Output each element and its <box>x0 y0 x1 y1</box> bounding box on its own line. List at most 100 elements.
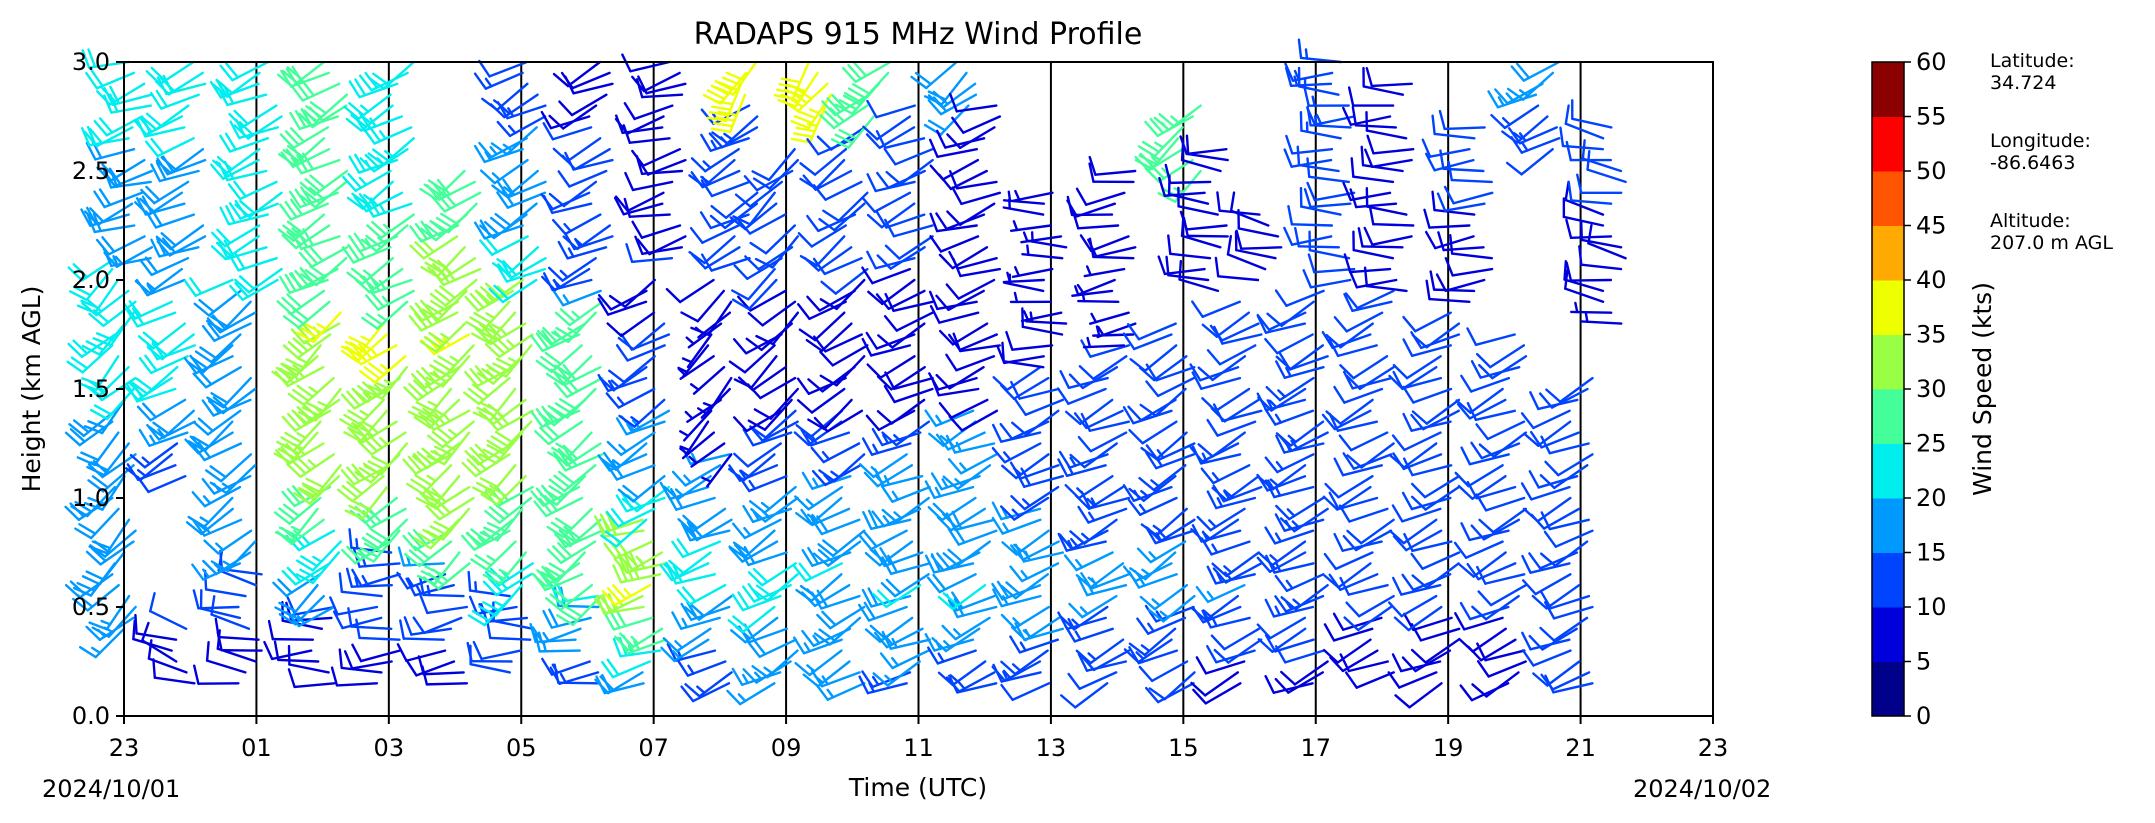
wind-barb <box>296 311 342 344</box>
barb-feather <box>155 89 169 108</box>
barb-feather <box>938 329 955 346</box>
barb-staff <box>1442 167 1485 173</box>
barb-feather <box>773 93 795 100</box>
wind-barb <box>732 191 776 226</box>
wind-barb <box>1190 518 1240 544</box>
wind-barb <box>83 475 126 511</box>
barb-staff <box>1185 224 1228 231</box>
barb-half-feather <box>679 430 690 438</box>
barb-feather <box>798 328 817 342</box>
barb-staff <box>1264 322 1307 334</box>
barb-feather <box>745 337 763 352</box>
barb-staff <box>1479 638 1517 662</box>
wind-barb <box>700 133 750 152</box>
barb-half-feather <box>426 474 437 483</box>
barb-staff <box>415 660 456 677</box>
barb-feather <box>1429 270 1436 291</box>
barb-staff <box>132 637 173 652</box>
wind-barb <box>830 115 875 149</box>
barb-staff <box>823 257 863 276</box>
wind-barb <box>141 104 190 131</box>
barb-feather <box>197 369 213 386</box>
wind-barb <box>613 627 664 652</box>
barb-feather <box>1257 475 1275 491</box>
wind-barb <box>479 235 529 256</box>
wind-barb <box>617 475 666 503</box>
wind-barb <box>951 186 1002 206</box>
barb-staff <box>949 169 988 191</box>
barb-feather <box>663 485 680 501</box>
barb-staff <box>960 191 1002 206</box>
barb-feather <box>812 552 830 567</box>
wind-barb <box>623 102 674 121</box>
barb-feather <box>879 547 892 566</box>
barb-feather <box>665 287 682 304</box>
barb-feather <box>301 79 315 97</box>
longitude-label: Longitude: <box>1990 130 2091 152</box>
barb-staff <box>1401 507 1442 523</box>
wind-barb <box>228 104 278 129</box>
barb-feather <box>1190 681 1207 697</box>
barb-feather <box>1264 674 1275 694</box>
wind-barb <box>883 311 934 332</box>
barb-feather <box>81 49 91 69</box>
barb-feather <box>1388 529 1405 545</box>
barb-feather <box>793 431 810 447</box>
barb-feather <box>137 335 155 350</box>
barb-feather <box>201 324 216 342</box>
barb-feather <box>728 360 747 374</box>
barb-feather <box>816 613 832 630</box>
wind-barb <box>1540 671 1591 691</box>
barb-staff <box>1370 82 1413 88</box>
wind-barb <box>1521 554 1571 574</box>
wind-barb <box>1167 234 1212 260</box>
barb-feather <box>101 86 117 103</box>
barb-feather <box>550 521 569 534</box>
barb-half-feather <box>358 176 368 187</box>
barb-feather <box>797 232 813 248</box>
barb-feather <box>1144 604 1158 623</box>
barb-feather <box>341 393 356 410</box>
wind-barb <box>399 619 445 641</box>
barb-staff <box>892 300 934 312</box>
wind-barb <box>186 344 234 374</box>
barb-feather <box>81 344 101 356</box>
wind-barb <box>1257 387 1307 412</box>
barb-feather <box>414 241 430 257</box>
barb-staff <box>1402 453 1443 471</box>
barb-staff <box>899 158 934 186</box>
barb-feather <box>417 655 425 676</box>
barb-staff <box>889 246 926 270</box>
barb-half-feather <box>363 421 374 429</box>
barb-feather <box>299 194 317 209</box>
wind-barb <box>345 104 394 132</box>
wind-barb <box>937 660 987 687</box>
barb-staff <box>761 420 799 442</box>
barb-feather <box>90 547 107 563</box>
wind-barb <box>84 202 134 226</box>
wind-barb <box>202 551 252 576</box>
barb-staff <box>1489 344 1526 369</box>
barb-staff <box>1546 660 1581 687</box>
barb-half-feather <box>448 428 458 437</box>
barb-feather <box>478 59 491 78</box>
wind-barb <box>1411 562 1460 589</box>
barb-feather <box>1256 556 1272 573</box>
wind-barb <box>799 235 846 267</box>
wind-barb <box>861 266 912 285</box>
barb-feather <box>795 126 816 133</box>
wind-barb <box>70 485 117 518</box>
x-tick-label: 01 <box>241 734 272 762</box>
barb-feather <box>199 346 217 360</box>
wind-barb <box>747 398 793 431</box>
barb-half-feather <box>1079 606 1089 616</box>
barb-feather <box>614 195 629 213</box>
barb-feather <box>812 257 826 276</box>
barb-feather <box>424 565 444 576</box>
wind-barb <box>64 420 114 447</box>
barb-feather <box>1137 145 1156 158</box>
barb-half-feather <box>361 574 369 586</box>
wind-barb <box>346 180 394 210</box>
barb-feather <box>1195 585 1210 604</box>
barb-half-feather <box>1140 489 1150 499</box>
